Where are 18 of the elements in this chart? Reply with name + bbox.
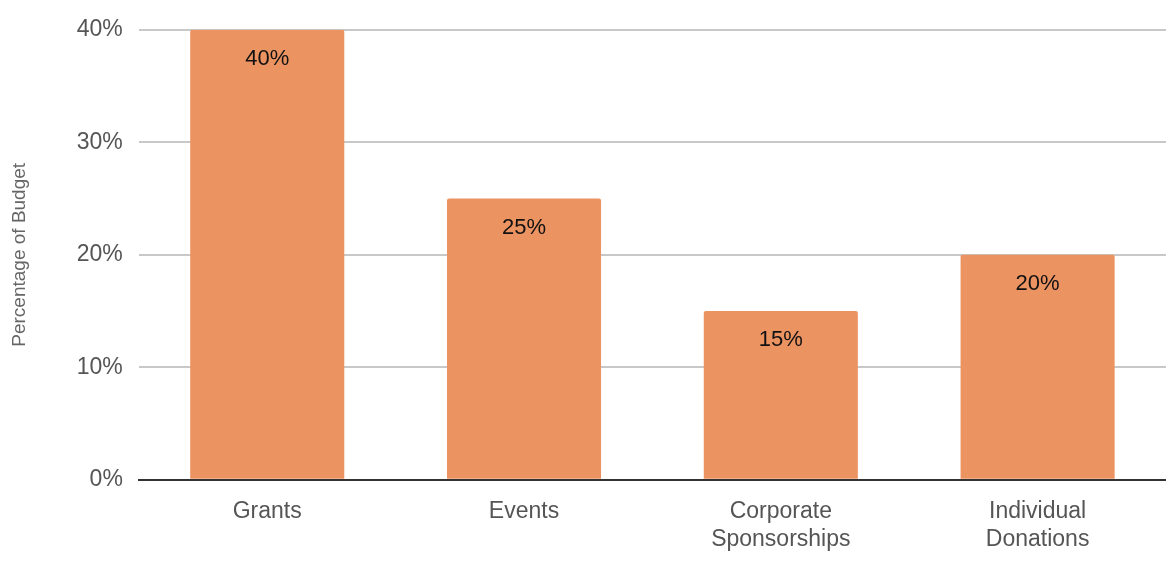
y-tick-label: 10% bbox=[76, 352, 123, 379]
y-tick-label: 0% bbox=[89, 465, 123, 492]
y-tick-label: 40% bbox=[76, 15, 123, 42]
y-tick-label: 30% bbox=[76, 127, 123, 154]
x-tick-label: Events bbox=[488, 496, 560, 523]
data-label: 20% bbox=[1015, 269, 1060, 295]
data-label: 40% bbox=[245, 44, 290, 70]
bar bbox=[960, 254, 1115, 479]
data-label: 25% bbox=[502, 213, 547, 239]
data-label: 15% bbox=[758, 326, 803, 352]
y-tick-label: 20% bbox=[76, 240, 123, 267]
x-tick-label: Corporate Sponsorships bbox=[711, 496, 851, 551]
bar bbox=[190, 29, 345, 479]
bar bbox=[703, 311, 858, 479]
bar bbox=[446, 198, 602, 479]
x-tick-label: Individual Donations bbox=[985, 496, 1090, 551]
x-tick-label: Grants bbox=[232, 496, 302, 523]
y-axis-title: Percentage of Budget bbox=[7, 162, 29, 347]
